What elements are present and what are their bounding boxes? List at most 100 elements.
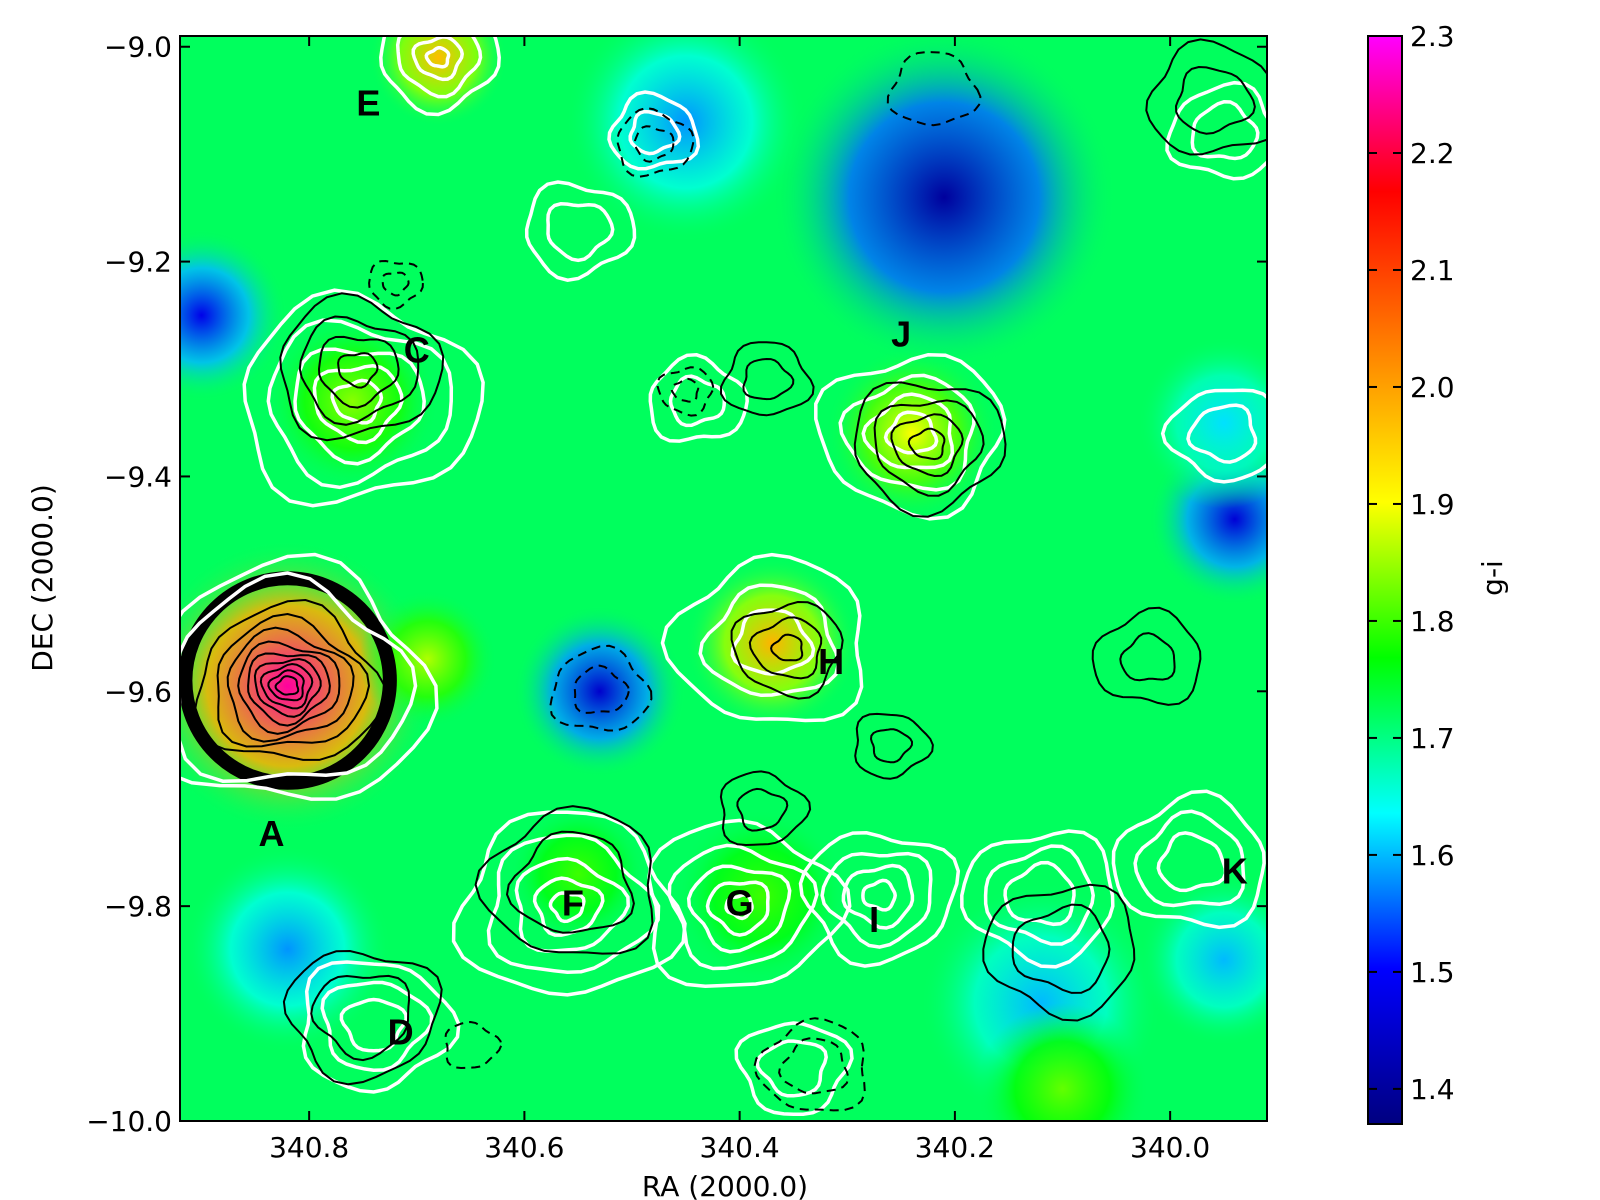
black-solid-contour	[1091, 606, 1202, 706]
black-solid-contour	[719, 341, 815, 417]
white-solid-contour	[330, 378, 384, 425]
white-solid-contour	[266, 318, 454, 490]
white-solid-contour	[861, 878, 897, 912]
y-tick-label: −9.6	[104, 675, 172, 708]
y-tick-label: −9.4	[104, 460, 172, 493]
white-solid-contour	[548, 891, 586, 924]
y-axis: −9.0 −9.2 −9.4 −9.6 −9.8 −10.0	[86, 31, 1267, 1138]
black-dashed-contour	[633, 125, 675, 163]
heatmap-blob	[976, 1002, 1149, 1121]
white-solid-contour	[861, 392, 955, 470]
region-label-g: G	[726, 883, 754, 924]
black-solid-contour	[310, 974, 411, 1062]
region-label-d: D	[388, 1012, 414, 1053]
region-label-f: F	[562, 883, 584, 924]
white-solid-contour	[607, 90, 701, 171]
x-tick-label: 340.8	[269, 1131, 349, 1164]
heatmap-blob	[369, 36, 508, 127]
black-solid-contour	[890, 413, 964, 478]
white-solid-contour	[1190, 100, 1260, 161]
colorbar-tick-label: 1.6	[1410, 839, 1455, 872]
black-solid-contour	[247, 652, 331, 727]
black-solid-contour	[317, 335, 400, 409]
black-solid-contour	[719, 770, 812, 847]
colorbar-tick-label: 2.1	[1410, 254, 1455, 287]
white-solid-contour	[486, 833, 661, 974]
region-label-k: K	[1222, 850, 1248, 891]
white-solid-contour	[1133, 809, 1246, 908]
heatmap-blob	[180, 229, 288, 402]
colorbar-tick-label: 1.8	[1410, 605, 1455, 638]
colorbar-tick-label: 1.5	[1410, 956, 1455, 989]
y-tick-label: −10.0	[86, 1105, 172, 1138]
colorbar-tick-label: 2.0	[1410, 371, 1455, 404]
heatmap-blob	[771, 36, 1117, 369]
white-solid-contour	[647, 818, 852, 988]
x-tick-label: 340.4	[700, 1131, 780, 1164]
black-solid-contour	[748, 616, 823, 680]
black-solid-contour	[854, 712, 934, 780]
black-solid-contour	[907, 427, 946, 461]
plot-area: A C D E F G H I J K	[179, 35, 1268, 1122]
black-solid-contour	[1119, 632, 1176, 682]
black-solid-contour	[770, 633, 804, 662]
white-solid-contour	[451, 810, 687, 997]
x-tick-label: 340.2	[915, 1131, 995, 1164]
colorbar-tick-label: 1.4	[1410, 1073, 1455, 1106]
black-dashed-contour	[549, 644, 653, 732]
white-solid-contour	[1165, 80, 1267, 181]
contour-layer	[180, 36, 1267, 1117]
colorbar: 2.3 2.2 2.1 2.0 1.9 1.8 1.7 1.6 1.5 1.4 g-i	[1367, 20, 1509, 1125]
black-solid-contour	[505, 830, 635, 934]
white-solid-contour	[730, 608, 816, 676]
white-solid-contour	[320, 980, 434, 1072]
black-solid-contour	[474, 805, 654, 955]
region-label-i: I	[869, 899, 879, 940]
colorbar-tick-label: 2.2	[1410, 137, 1455, 170]
white-solid-contour	[841, 863, 915, 930]
white-solid-contour	[524, 180, 637, 282]
white-solid-contour	[1003, 860, 1076, 927]
black-solid-contour	[1011, 903, 1111, 994]
black-dashed-contour	[573, 664, 630, 714]
heatmap-blob	[513, 605, 686, 778]
colorbar-tick-label: 2.3	[1410, 20, 1455, 53]
region-label-a: A	[258, 813, 284, 854]
white-solid-contour	[242, 288, 485, 508]
y-axis-title: DEC (2000.0)	[26, 484, 59, 672]
black-dashed-contour	[381, 271, 410, 297]
white-solid-contour	[514, 856, 630, 953]
white-solid-contour	[820, 851, 933, 949]
white-solid-contour	[301, 960, 461, 1094]
black-solid-contour	[1145, 38, 1267, 156]
white-solid-contour	[1156, 831, 1228, 893]
colorbar-tick-label: 1.7	[1410, 722, 1455, 755]
region-label-h: H	[818, 641, 844, 682]
y-tick-label: −9.0	[104, 31, 172, 64]
white-solid-contour	[705, 880, 770, 937]
white-solid-contour	[883, 410, 939, 455]
black-dashed-contour	[778, 1037, 850, 1095]
heatmap-blob	[1137, 873, 1267, 1046]
black-solid-contour	[736, 787, 789, 832]
white-solid-contour	[546, 202, 615, 263]
heatmap-blob	[184, 845, 391, 1053]
source-marker-ring	[180, 571, 397, 790]
colorbar-gradient	[1367, 35, 1403, 1125]
black-solid-contour	[216, 612, 371, 748]
colorbar-label: g-i	[1476, 560, 1509, 596]
black-solid-contour	[274, 675, 300, 696]
region-label-e: E	[356, 82, 380, 123]
black-solid-contour	[869, 728, 914, 764]
white-solid-contour	[379, 36, 501, 117]
black-solid-contour	[1174, 65, 1256, 135]
white-solid-contour	[814, 352, 1007, 521]
white-solid-contour	[667, 843, 819, 971]
black-solid-contour	[267, 669, 305, 702]
black-solid-contour	[853, 381, 1007, 518]
black-solid-contour	[259, 662, 314, 710]
x-tick-label: 340.6	[484, 1131, 564, 1164]
region-label-c: C	[404, 329, 430, 370]
black-solid-contour	[742, 357, 795, 401]
